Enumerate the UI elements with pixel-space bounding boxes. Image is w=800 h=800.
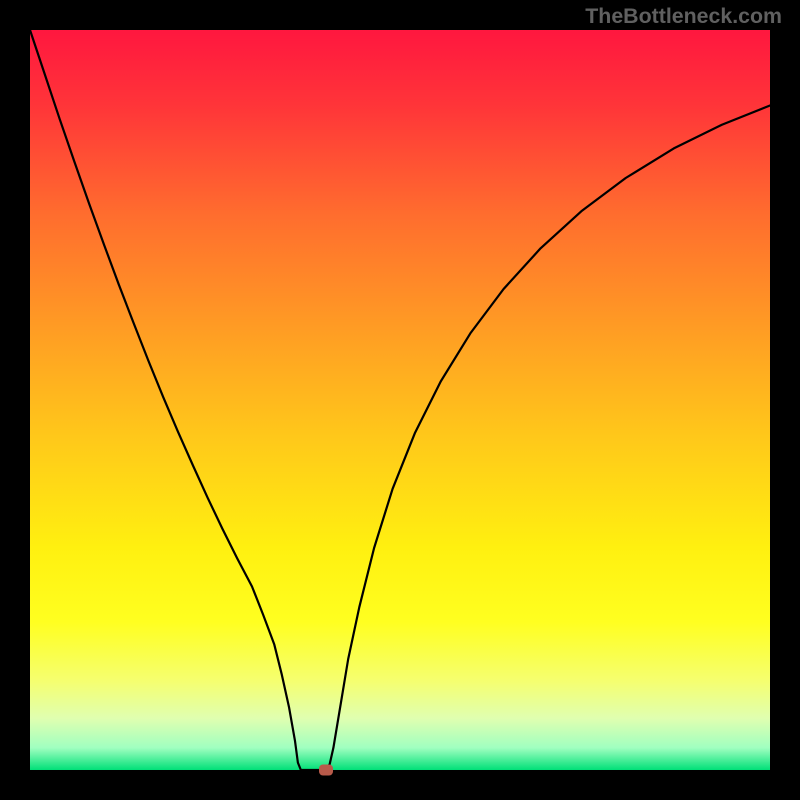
plot-background xyxy=(30,30,770,770)
watermark-text: TheBottleneck.com xyxy=(585,4,782,29)
bottleneck-chart xyxy=(0,0,800,800)
chart-container: TheBottleneck.com xyxy=(0,0,800,800)
sweet-spot-marker xyxy=(319,765,333,776)
